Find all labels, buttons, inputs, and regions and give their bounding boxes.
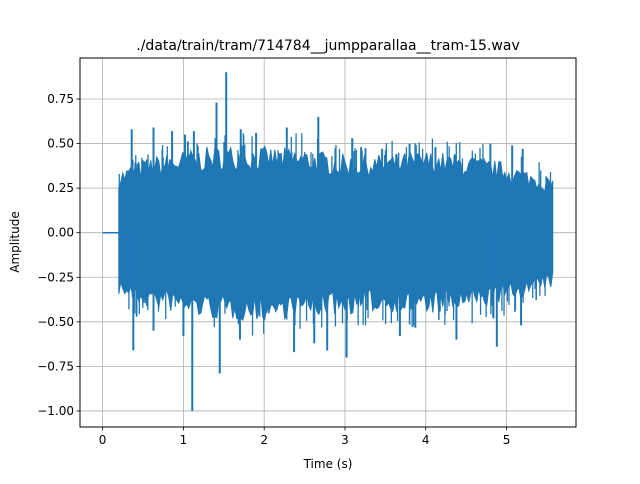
y-tick-label: 0.75	[47, 92, 74, 106]
y-tick-label: −0.50	[37, 315, 74, 329]
x-axis-label: Time (s)	[303, 457, 353, 471]
x-tick-label: 2	[260, 433, 268, 447]
plot-frame	[79, 57, 577, 428]
x-axis-ticks: 0 1 2 3 4 5	[99, 427, 511, 447]
y-tick-label: 0.00	[47, 226, 74, 240]
y-tick-label: 0.25	[47, 181, 74, 195]
y-tick-label: −1.00	[37, 404, 74, 418]
y-tick-label: 0.50	[47, 137, 74, 151]
x-tick-label: 4	[422, 433, 430, 447]
y-tick-label: −0.25	[37, 270, 74, 284]
x-tick-label: 3	[341, 433, 349, 447]
chart-title: ./data/train/tram/714784__jumpparallaa__…	[136, 38, 519, 54]
x-tick-label: 1	[180, 433, 188, 447]
y-axis-label: Amplitude	[8, 211, 22, 273]
y-axis-ticks: −1.00 −0.75 −0.50 −0.25 0.00 0.25 0.50 0.75	[37, 92, 80, 418]
waveform-series	[102, 72, 554, 411]
x-tick-label: 5	[503, 433, 511, 447]
y-tick-label: −0.75	[37, 359, 74, 373]
x-tick-label: 0	[99, 433, 107, 447]
